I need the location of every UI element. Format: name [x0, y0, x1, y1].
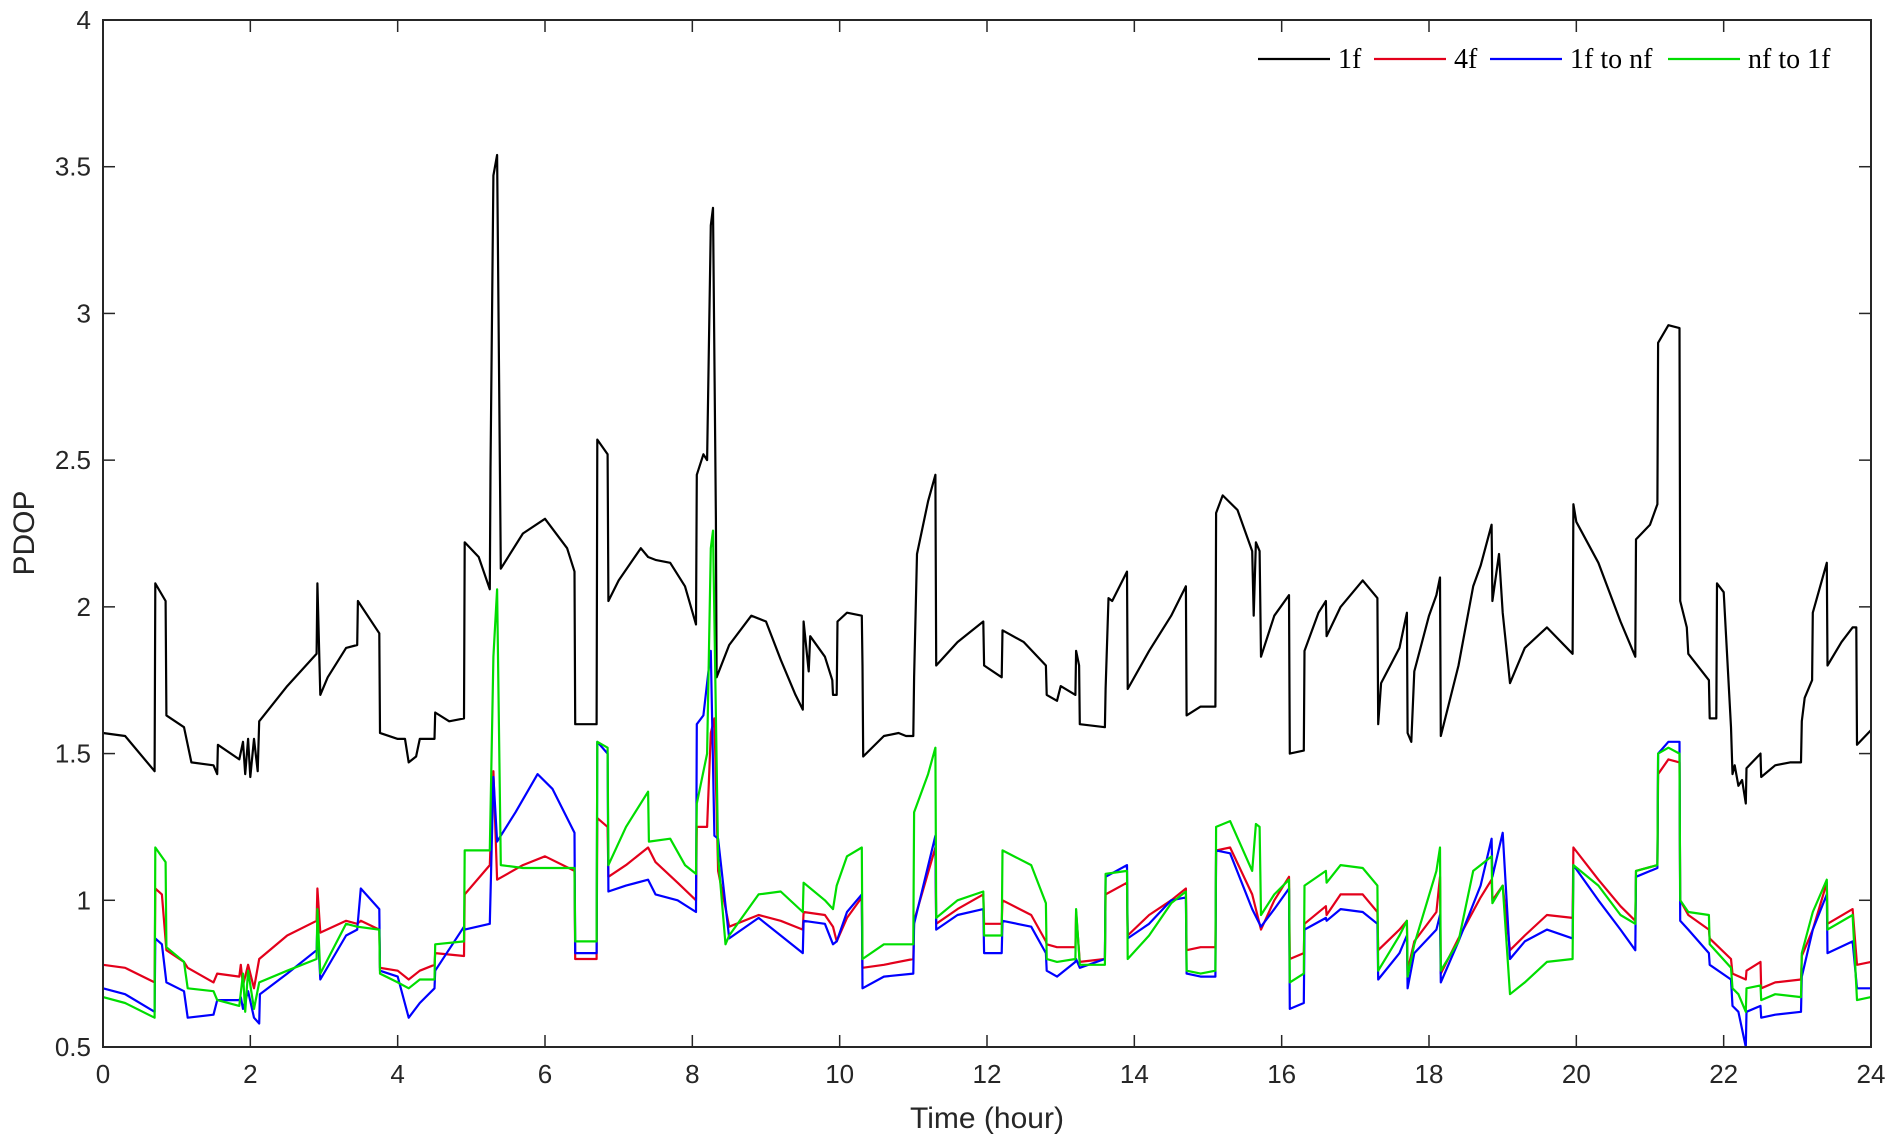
- y-axis: 0.5 1 1.5 2 2.5 3 3.5 4: [55, 5, 1871, 1062]
- y-tick-label: 2: [77, 592, 91, 622]
- x-axis: 0 2 4 6 8 10 12 14 16 18 20 22 24: [96, 20, 1886, 1089]
- x-tick-label: 8: [685, 1059, 699, 1089]
- legend: 1f 4f 1f to nf nf to 1f: [1258, 44, 1831, 75]
- legend-label-1: 4f: [1454, 44, 1478, 75]
- legend-label-0: 1f: [1338, 44, 1362, 75]
- x-tick-label: 12: [973, 1059, 1002, 1089]
- x-tick-label: 14: [1120, 1059, 1149, 1089]
- series-line-2: [102, 649, 1871, 1049]
- y-tick-label: 3.5: [55, 152, 91, 182]
- x-tick-label: 18: [1415, 1059, 1444, 1089]
- series-layer: [102, 153, 1872, 1049]
- x-tick-label: 2: [243, 1059, 257, 1089]
- series-line-1: [102, 717, 1872, 990]
- y-tick-label: 1: [77, 885, 91, 915]
- x-tick-label: 20: [1562, 1059, 1591, 1089]
- y-tick-label: 4: [77, 5, 91, 35]
- y-tick-label: 1.5: [55, 739, 91, 769]
- legend-label-2: 1f to nf: [1570, 44, 1653, 75]
- y-tick-label: 3: [77, 298, 91, 328]
- x-tick-label: 0: [96, 1059, 110, 1089]
- y-tick-label: 0.5: [55, 1032, 91, 1062]
- x-tick-label: 24: [1857, 1059, 1886, 1089]
- x-axis-label: Time (hour): [910, 1102, 1064, 1135]
- x-tick-label: 4: [390, 1059, 404, 1089]
- series-line-0: [102, 153, 1872, 805]
- y-axis-label: PDOP: [8, 490, 41, 575]
- x-tick-label: 6: [538, 1059, 552, 1089]
- legend-label-3: nf to 1f: [1748, 44, 1831, 75]
- y-tick-label: 2.5: [55, 445, 91, 475]
- series-line-3: [102, 529, 1872, 1019]
- x-tick-label: 16: [1267, 1059, 1296, 1089]
- x-tick-label: 22: [1709, 1059, 1738, 1089]
- x-tick-label: 10: [825, 1059, 854, 1089]
